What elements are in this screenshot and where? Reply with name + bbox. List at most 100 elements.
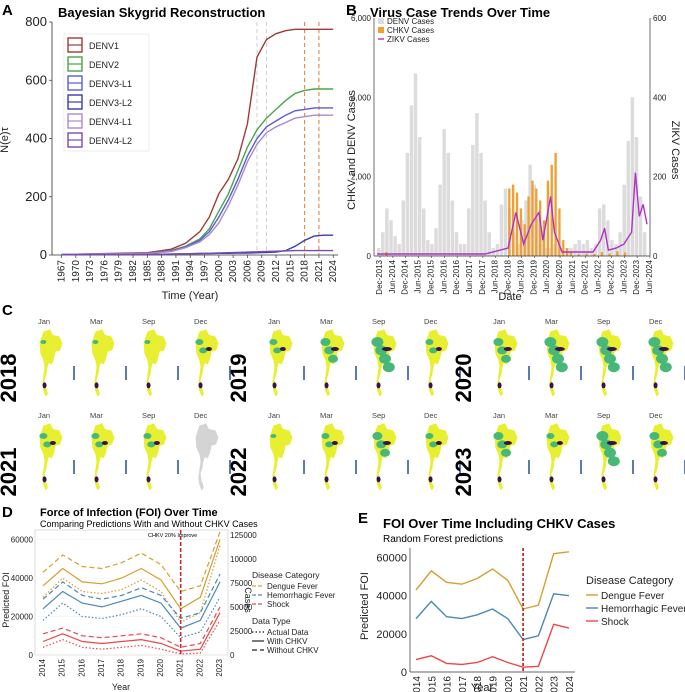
map-region-green xyxy=(39,433,48,439)
x-tick-label: 2012 xyxy=(271,260,282,283)
map-region-green xyxy=(649,432,660,440)
map-region-green xyxy=(143,433,152,439)
denv-bar xyxy=(622,184,626,256)
denv-bar xyxy=(503,188,508,256)
x-tick-label: 1994 xyxy=(185,260,196,283)
x-tick-label: 2021 xyxy=(176,658,185,676)
denv-bar xyxy=(614,244,618,256)
map-legend-bar xyxy=(632,366,634,380)
map-legend-bar xyxy=(73,366,75,380)
series-line-denv1 xyxy=(61,28,334,256)
series-line xyxy=(42,573,221,620)
map-region-green xyxy=(493,338,504,346)
x-tick-label: Jun-2023 xyxy=(619,259,628,293)
map-region-green xyxy=(199,347,208,354)
x-tick-label: Dec-2015 xyxy=(426,259,435,294)
panel-b: B Virus Case Trends Over Time 0 2,000 4,00… xyxy=(346,2,681,303)
map-shape xyxy=(143,423,167,491)
legend-label: DENV3-L2 xyxy=(89,98,132,108)
map-shape xyxy=(425,329,449,397)
denv-bar xyxy=(630,97,635,256)
series-line xyxy=(415,623,570,668)
map-region-green xyxy=(372,432,383,440)
map-region-green xyxy=(321,433,330,439)
panel-c-maps: 2018 Jan Mar Sep Dec 2019 Jan Mar Sep Dec 2020 Jan M… xyxy=(0,317,685,496)
map-legend-bar xyxy=(459,460,461,474)
map-region-dark xyxy=(601,382,606,389)
map-month-label: Jan xyxy=(493,411,505,420)
chkv-bar xyxy=(600,252,604,256)
legend-label: Shock xyxy=(601,617,630,628)
x-tick-label: 1988 xyxy=(157,260,168,283)
map-legend-bar xyxy=(303,460,305,474)
denv-bar xyxy=(642,232,647,256)
chkv-bar xyxy=(558,208,561,256)
x-tick-label: Jun-2021 xyxy=(568,259,577,293)
legend-label: DENV3-L1 xyxy=(89,79,132,89)
chkv-bar xyxy=(531,180,534,256)
y-tick-label-right: 100000 xyxy=(230,555,257,564)
denv-bar xyxy=(377,248,381,256)
panel-d-title: Force of Infection (FOI) Over Time xyxy=(40,507,218,519)
y-tick-label: 0 xyxy=(367,252,372,261)
x-tick-label: Dec-2017 xyxy=(478,259,487,294)
map-region-green xyxy=(604,353,616,364)
map-legend-bar xyxy=(303,366,305,380)
x-tick-label: Dec-2016 xyxy=(452,259,461,294)
legend-label: Hemorrhagic Fever xyxy=(267,591,336,600)
map-region-green xyxy=(604,447,616,458)
legend-title: Disease Category xyxy=(586,575,674,587)
map-shape xyxy=(321,423,345,491)
x-tick-label: Jun-2014 xyxy=(388,259,397,293)
denv-bar xyxy=(401,200,406,256)
denv-bar xyxy=(450,200,455,256)
x-tick-label: Dec-2018 xyxy=(504,259,513,294)
panel-e-title: FOI Over Time Including CHKV Cases xyxy=(383,516,615,531)
map-region-green xyxy=(91,433,100,439)
map-region-dark xyxy=(601,476,606,483)
map-year-label: 2019 xyxy=(226,354,251,403)
denv-bar xyxy=(577,240,581,256)
panel-d-xlabel: Year xyxy=(112,682,130,692)
map-region-dark xyxy=(146,382,151,389)
x-tick-label: 1973 xyxy=(85,260,96,283)
y-tick-label: 4,000 xyxy=(351,93,372,102)
map-region-dark xyxy=(435,441,442,445)
map-region-dark xyxy=(153,441,160,445)
denv-bar xyxy=(540,236,545,256)
map-month-label: Jan xyxy=(268,317,280,326)
y-tick-label: 600 xyxy=(25,72,47,87)
y-tick-label: 200 xyxy=(25,189,47,204)
panel-a-label: A xyxy=(2,2,13,19)
series-line xyxy=(415,551,570,610)
series-line xyxy=(42,531,221,593)
map-month-label: Sep xyxy=(372,411,385,420)
x-tick-label: 2015 xyxy=(427,676,438,692)
map-region-dark xyxy=(94,476,99,483)
denv-bar xyxy=(483,200,487,256)
map-year-block: 2018 Jan Mar Sep Dec xyxy=(0,317,231,402)
x-tick-label: 2018 xyxy=(473,676,484,692)
x-tick-label: 1979 xyxy=(114,260,125,283)
legend-label: Shock xyxy=(267,600,290,609)
map-year-label: 2021 xyxy=(0,448,21,497)
x-tick-label: 2009 xyxy=(257,260,268,283)
denv-bar xyxy=(393,236,397,256)
x-tick-label: 2016 xyxy=(443,676,454,692)
x-tick-label: 2019 xyxy=(136,658,145,676)
denv-bar xyxy=(585,240,590,256)
y-tick-label-right: 50000 xyxy=(230,603,253,612)
x-tick-label: 1976 xyxy=(99,260,110,283)
map-shape xyxy=(650,423,674,491)
map-region-green xyxy=(659,362,672,373)
denv-bar xyxy=(536,212,541,256)
x-tick-label: 2015 xyxy=(58,658,67,676)
denv-bar xyxy=(458,244,463,256)
map-region-green xyxy=(425,433,434,439)
denv-bar xyxy=(597,208,602,256)
series-line xyxy=(42,612,221,652)
map-legend-bar xyxy=(229,366,231,380)
map-region-dark xyxy=(376,476,381,483)
x-tick-label: 2016 xyxy=(77,658,86,676)
